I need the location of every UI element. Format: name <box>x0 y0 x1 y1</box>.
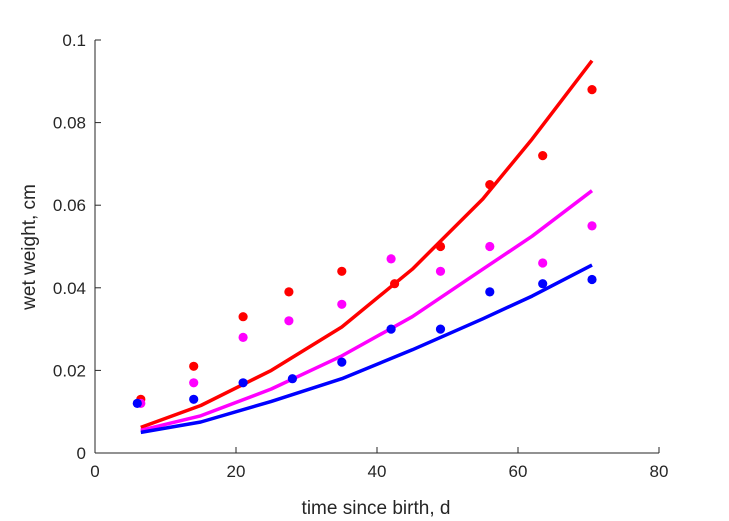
series-3-point-8 <box>485 287 495 297</box>
series-1-point-10 <box>587 85 597 95</box>
y-tick-label-0.06: 0.06 <box>53 196 86 215</box>
series-2-point-4 <box>284 316 294 326</box>
series-3-point-9 <box>538 279 548 289</box>
x-axis-label: time since birth, d <box>302 498 451 519</box>
series-2-point-5 <box>337 299 347 309</box>
y-tick-label-0.08: 0.08 <box>53 114 86 133</box>
series-3-point-4 <box>287 374 297 384</box>
y-tick-label-0.04: 0.04 <box>53 279 86 298</box>
x-tick-label-40: 40 <box>368 462 387 481</box>
series-3-point-6 <box>386 324 396 334</box>
series-2-fit-line <box>140 189 594 433</box>
series-2-point-6 <box>386 254 396 264</box>
series-1-point-3 <box>238 312 248 322</box>
series-2-point-3 <box>238 332 248 342</box>
series-3-point-2 <box>189 394 199 404</box>
series-2-point-8 <box>485 241 495 252</box>
x-tick-label-0: 0 <box>90 462 99 481</box>
series-1-point-8 <box>485 180 495 190</box>
axes: 0 20 40 60 80 0 0.02 0.04 0.06 0.08 0.1 <box>53 31 669 481</box>
y-tick-label-0.02: 0.02 <box>53 361 86 380</box>
series-3-point-5 <box>337 357 347 367</box>
series-1-point-6 <box>390 279 400 289</box>
series-3-point-1 <box>132 398 142 408</box>
series-2-point-2 <box>189 378 199 388</box>
y-tick-label-0: 0 <box>77 444 86 463</box>
y-tick-label-0.1: 0.1 <box>62 31 86 50</box>
series-3-point-3 <box>238 378 248 388</box>
series-1-point-2 <box>189 361 199 371</box>
plot-area <box>132 59 597 435</box>
x-tick-label-80: 80 <box>650 462 669 481</box>
series-1-point-4 <box>284 287 294 297</box>
x-tick-label-60: 60 <box>509 462 528 481</box>
series-3-fit-line <box>140 263 593 435</box>
series-2-point-9 <box>538 258 548 268</box>
series-2-point-7 <box>435 266 446 276</box>
series-1-point-5 <box>337 266 347 276</box>
series-1-point-9 <box>538 151 548 161</box>
series-3-point-10 <box>587 274 597 285</box>
series-3-point-7 <box>435 324 446 334</box>
x-tick-label-20: 20 <box>227 462 246 481</box>
y-axis-label: wet weight, cm <box>19 184 40 311</box>
series-1-fit-line <box>140 59 594 430</box>
series-1-point-7 <box>435 241 446 252</box>
series-2-point-10 <box>587 221 597 231</box>
